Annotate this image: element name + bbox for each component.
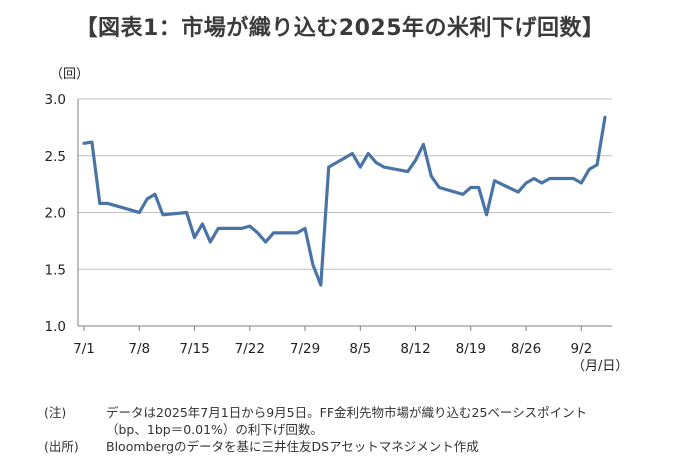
series-line xyxy=(82,115,607,287)
source-block: (出所) Bloombergのデータを基に三井住友DSアセットマネジメント作成 xyxy=(44,438,479,455)
x-tick-labels: 7/1 7/8 7/15 7/22 7/29 8/5 8/12 8/19 8/26 9/2 xyxy=(73,326,592,357)
line-chart: （回） （月/日） 1.0 1.5 2.0 2.5 3.0 7/1 7/8 7/15 7/22… xyxy=(45,67,629,374)
x-tick-label: 7/1 xyxy=(73,341,95,357)
y-tick-label: 2.5 xyxy=(45,149,66,165)
chart-title: 【図表1：市場が織り込む2025年の米利下げ回数】 xyxy=(75,16,605,41)
y-tick-labels: 1.0 1.5 2.0 2.5 3.0 xyxy=(45,92,66,335)
x-tick-label: 7/15 xyxy=(179,341,209,357)
y-tick-label: 1.0 xyxy=(45,319,66,335)
x-tick-label: 7/22 xyxy=(235,341,265,357)
x-tick-label: 8/19 xyxy=(456,341,486,357)
source-line: Bloombergのデータを基に三井住友DSアセットマネジメント作成 xyxy=(106,439,479,454)
note-tag: (注) xyxy=(44,405,67,420)
source-tag: (出所) xyxy=(44,439,79,454)
x-axis-label: （月/日） xyxy=(572,359,628,374)
x-tick-label: 7/8 xyxy=(128,341,150,357)
gridlines xyxy=(78,98,612,327)
x-tick-label: 7/29 xyxy=(290,341,320,357)
y-tick-label: 1.5 xyxy=(45,262,66,278)
x-tick-label: 8/26 xyxy=(511,341,541,357)
x-tick-label: 9/2 xyxy=(570,341,592,357)
note-line-1: データは2025年7月1日から9月5日。FF金利先物市場が織り込む25ベーシスポ… xyxy=(106,405,588,420)
x-tick-label: 8/5 xyxy=(349,341,371,357)
axes xyxy=(77,99,612,327)
note-line-2: （bp、1bp＝0.01%）の利下げ回数。 xyxy=(106,422,323,437)
y-axis-label: （回） xyxy=(50,67,89,82)
y-tick-label: 2.0 xyxy=(45,206,66,222)
y-tick-label: 3.0 xyxy=(45,92,66,108)
x-tick-label: 8/12 xyxy=(400,341,430,357)
series-group xyxy=(82,115,607,287)
note-block: (注) データは2025年7月1日から9月5日。FF金利先物市場が織り込む25ベー… xyxy=(44,404,587,421)
note-block-2: （bp、1bp＝0.01%）の利下げ回数。 xyxy=(44,421,323,438)
